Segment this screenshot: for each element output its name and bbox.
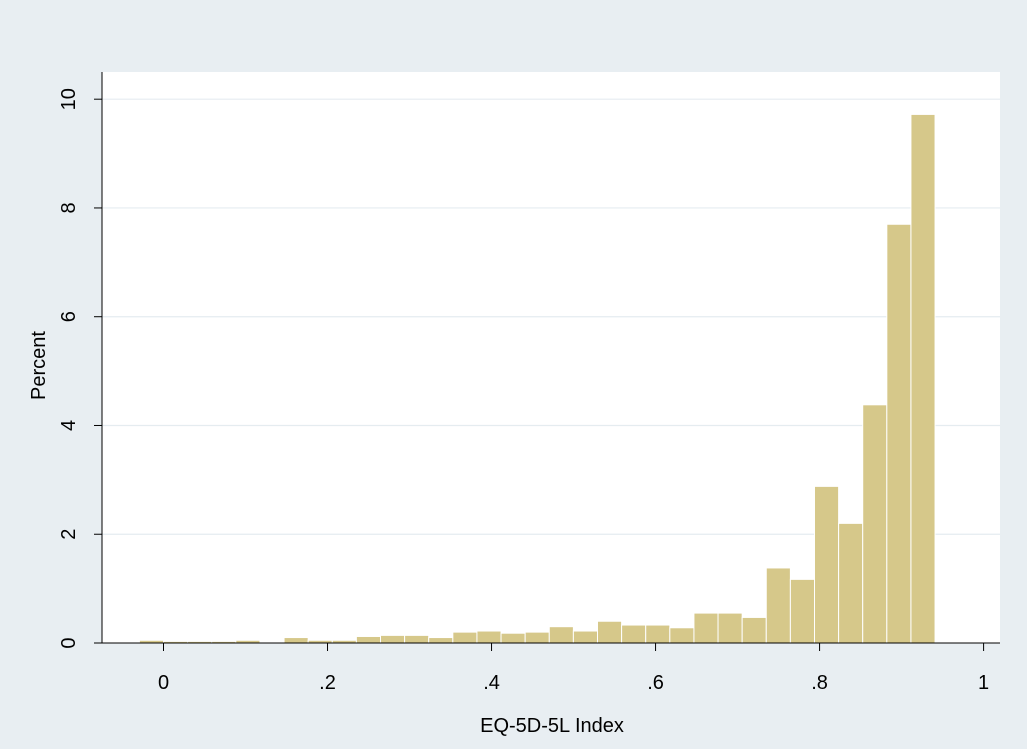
histogram-bar	[838, 522, 864, 644]
x-axis-label: EQ-5D-5L Index	[480, 715, 624, 737]
histogram-bar	[910, 113, 936, 644]
histogram-bar	[669, 627, 695, 644]
histogram-bar	[355, 635, 382, 644]
x-tick-label: .8	[811, 672, 828, 694]
histogram-bar	[500, 632, 526, 644]
histogram-bar	[621, 624, 647, 644]
histogram-bar	[813, 485, 840, 644]
histogram-bar	[765, 567, 791, 644]
histogram-bar	[572, 630, 598, 644]
y-axis-label: Percent	[28, 331, 50, 400]
y-tick-label: 0	[58, 637, 80, 648]
histogram-bar	[717, 612, 743, 644]
x-tick-label: 1	[978, 672, 989, 694]
histogram-bar	[380, 634, 406, 644]
x-tick-label: .6	[647, 672, 664, 694]
x-tick-label: 0	[158, 672, 169, 694]
bars	[138, 113, 936, 644]
histogram-bar	[741, 616, 767, 644]
histogram-bar	[789, 578, 815, 644]
histogram-bar	[452, 631, 478, 644]
y-tick-label: 8	[58, 202, 80, 213]
histogram-bar	[428, 637, 454, 644]
histogram-bar	[476, 630, 502, 644]
x-tick-label: .2	[319, 672, 336, 694]
histogram-bar	[283, 637, 309, 644]
histogram-bar	[596, 620, 623, 644]
histogram-bar	[645, 624, 671, 644]
y-tick-label: 2	[58, 529, 80, 540]
histogram-bar	[862, 404, 888, 644]
histogram-bar	[693, 612, 719, 644]
histogram-bar	[886, 223, 912, 644]
histogram-bar	[404, 634, 430, 644]
y-tick-label: 10	[58, 88, 80, 110]
y-tick-label: 4	[58, 420, 80, 431]
x-tick-label: .4	[483, 672, 500, 694]
y-tick-label: 6	[58, 311, 80, 322]
histogram-bar	[524, 631, 550, 644]
histogram-bar	[548, 626, 574, 644]
